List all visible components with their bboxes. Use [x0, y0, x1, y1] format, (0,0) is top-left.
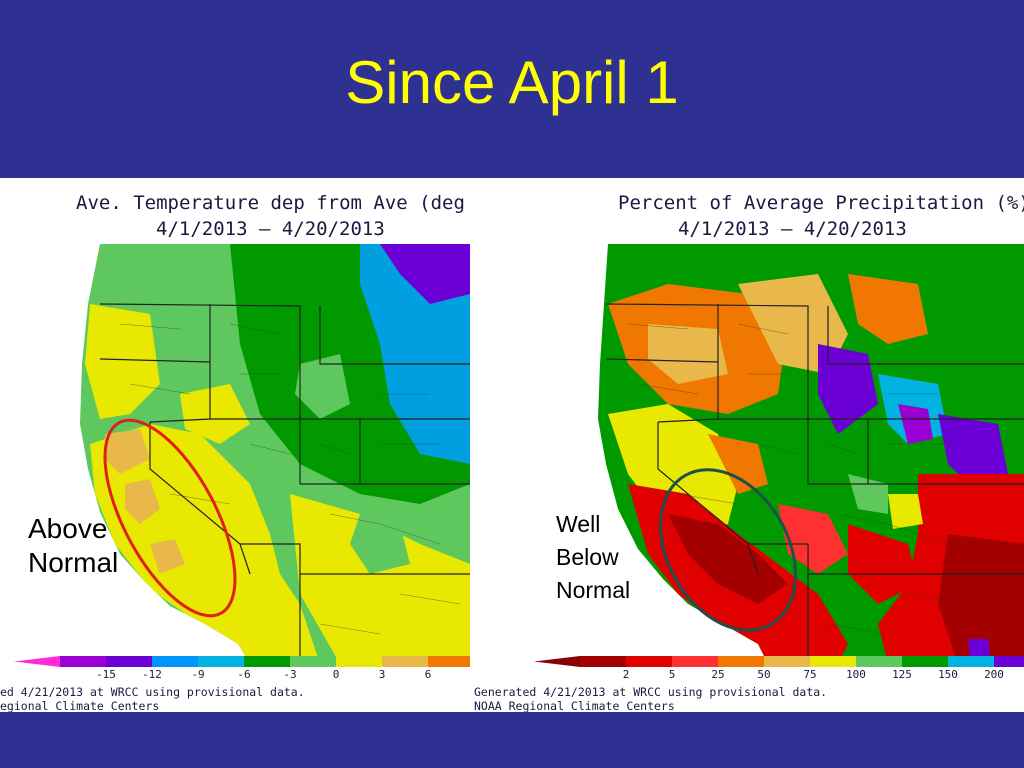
temperature-legend-tick-label: -6	[237, 668, 250, 680]
precipitation-legend-swatch	[764, 656, 810, 667]
precipitation-legend-tick-label: 100	[846, 668, 866, 680]
precipitation-legend-tick-label: 75	[803, 668, 816, 680]
temperature-map	[0, 244, 470, 664]
precipitation-legend-tick-label: 200	[984, 668, 1004, 680]
temperature-legend-tick-label: -3	[283, 668, 296, 680]
precipitation-map-title: Percent of Average Precipitation (%)	[618, 192, 1024, 214]
precipitation-legend-swatch	[856, 656, 902, 667]
temperature-legend-tick-label: -12	[142, 668, 162, 680]
precipitation-footnote-generated: Generated 4/21/2013 at WRCC using provis…	[474, 685, 828, 699]
temperature-legend-tick-label: 3	[379, 668, 386, 680]
above-normal-highlight-ellipse	[103, 418, 237, 618]
precipitation-legend-swatch	[994, 656, 1024, 667]
temperature-legend-low-arrow	[14, 656, 60, 667]
precipitation-legend-tick-label: 125	[892, 668, 912, 680]
temperature-legend-tick-label: 0	[333, 668, 340, 680]
precipitation-legend-swatch	[718, 656, 764, 667]
temperature-map-title: Ave. Temperature dep from Ave (deg	[76, 192, 465, 214]
precipitation-legend-swatch	[672, 656, 718, 667]
precipitation-legend-swatch	[626, 656, 672, 667]
precipitation-legend-tick-label: 2	[623, 668, 630, 680]
temperature-legend-swatch	[336, 656, 382, 667]
temperature-legend-swatch	[428, 656, 470, 667]
temperature-legend-swatch	[60, 656, 106, 667]
temperature-legend-swatch	[382, 656, 428, 667]
temperature-map-panel: Ave. Temperature dep from Ave (deg 4/1/2…	[0, 178, 470, 712]
temperature-legend: -15-12-9-6-30369	[14, 656, 470, 680]
precipitation-map-date-range: 4/1/2013 – 4/20/2013	[678, 218, 907, 240]
temperature-legend-tick-label: -15	[96, 668, 116, 680]
precipitation-legend-swatch	[810, 656, 856, 667]
temperature-footnote-generated: ed 4/21/2013 at WRCC using provisional d…	[0, 685, 305, 699]
precipitation-legend-tick-label: 5	[669, 668, 676, 680]
temperature-legend-swatch	[244, 656, 290, 667]
precipitation-legend-low-arrow	[534, 656, 580, 667]
temperature-legend-swatch	[290, 656, 336, 667]
well-below-normal-highlight-ellipse	[659, 468, 797, 632]
precipitation-map-panel: Percent of Average Precipitation (%) 4/1…	[468, 178, 1024, 712]
temperature-legend-tick-label: 6	[425, 668, 432, 680]
precipitation-legend-tick-label: 25	[711, 668, 724, 680]
above-normal-label: Above Normal	[28, 513, 119, 578]
precipitation-footnote-source: NOAA Regional Climate Centers	[474, 699, 675, 712]
precipitation-legend: 25255075100125150200400	[534, 656, 1024, 680]
precipitation-map	[588, 244, 1024, 664]
slide-title: Since April 1	[345, 49, 679, 116]
precipitation-legend-swatch	[948, 656, 994, 667]
temperature-legend-tick-label: -9	[191, 668, 204, 680]
temperature-map-date-range: 4/1/2013 – 4/20/2013	[156, 218, 385, 240]
temperature-legend-swatch	[106, 656, 152, 667]
temperature-legend-swatch	[198, 656, 244, 667]
precipitation-legend-tick-label: 50	[757, 668, 770, 680]
precipitation-legend-tick-label: 150	[938, 668, 958, 680]
precipitation-legend-swatch	[902, 656, 948, 667]
temperature-footnote-source: egional Climate Centers	[0, 699, 160, 712]
temperature-legend-swatch	[152, 656, 198, 667]
well-below-normal-label: Well Below Normal	[556, 511, 631, 603]
precipitation-legend-swatch	[580, 656, 626, 667]
